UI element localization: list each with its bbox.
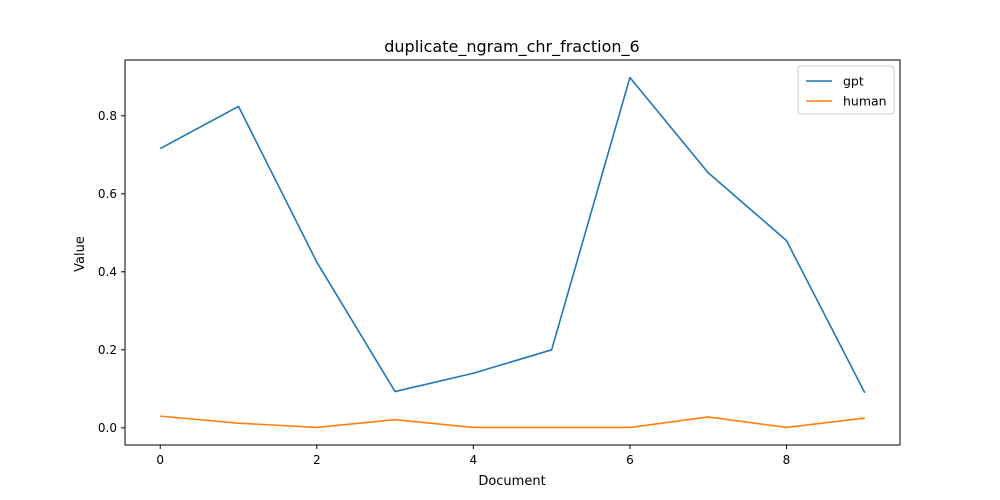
series-line-gpt [159, 76, 866, 394]
legend-label-gpt: gpt [843, 74, 864, 89]
y-tick-label: 0.0 [98, 421, 117, 435]
series-line-human [160, 415, 865, 429]
legend: gpt human [797, 65, 895, 115]
x-tick-label: 0 [156, 453, 164, 467]
x-tick-label: 4 [470, 453, 478, 467]
x-tick-label: 8 [783, 453, 791, 467]
x-tick-label: 6 [626, 453, 634, 467]
legend-label-human: human [843, 94, 887, 109]
series-layer [159, 76, 866, 429]
ticks-layer: 0 2 4 6 8 0.0 0.2 0.4 0.6 0.8 [98, 109, 790, 467]
y-tick-label: 0.8 [98, 109, 117, 123]
plot-frame [124, 59, 901, 446]
x-axis-label: Document [478, 474, 545, 489]
x-tick-label: 2 [313, 453, 321, 467]
y-axis-label: Value [73, 236, 88, 272]
y-tick-label: 0.2 [98, 343, 117, 357]
legend-box [797, 65, 895, 115]
y-tick-label: 0.4 [98, 265, 117, 279]
chart-title: duplicate_ngram_chr_fraction_6 [384, 37, 639, 57]
y-tick-label: 0.6 [98, 187, 117, 201]
